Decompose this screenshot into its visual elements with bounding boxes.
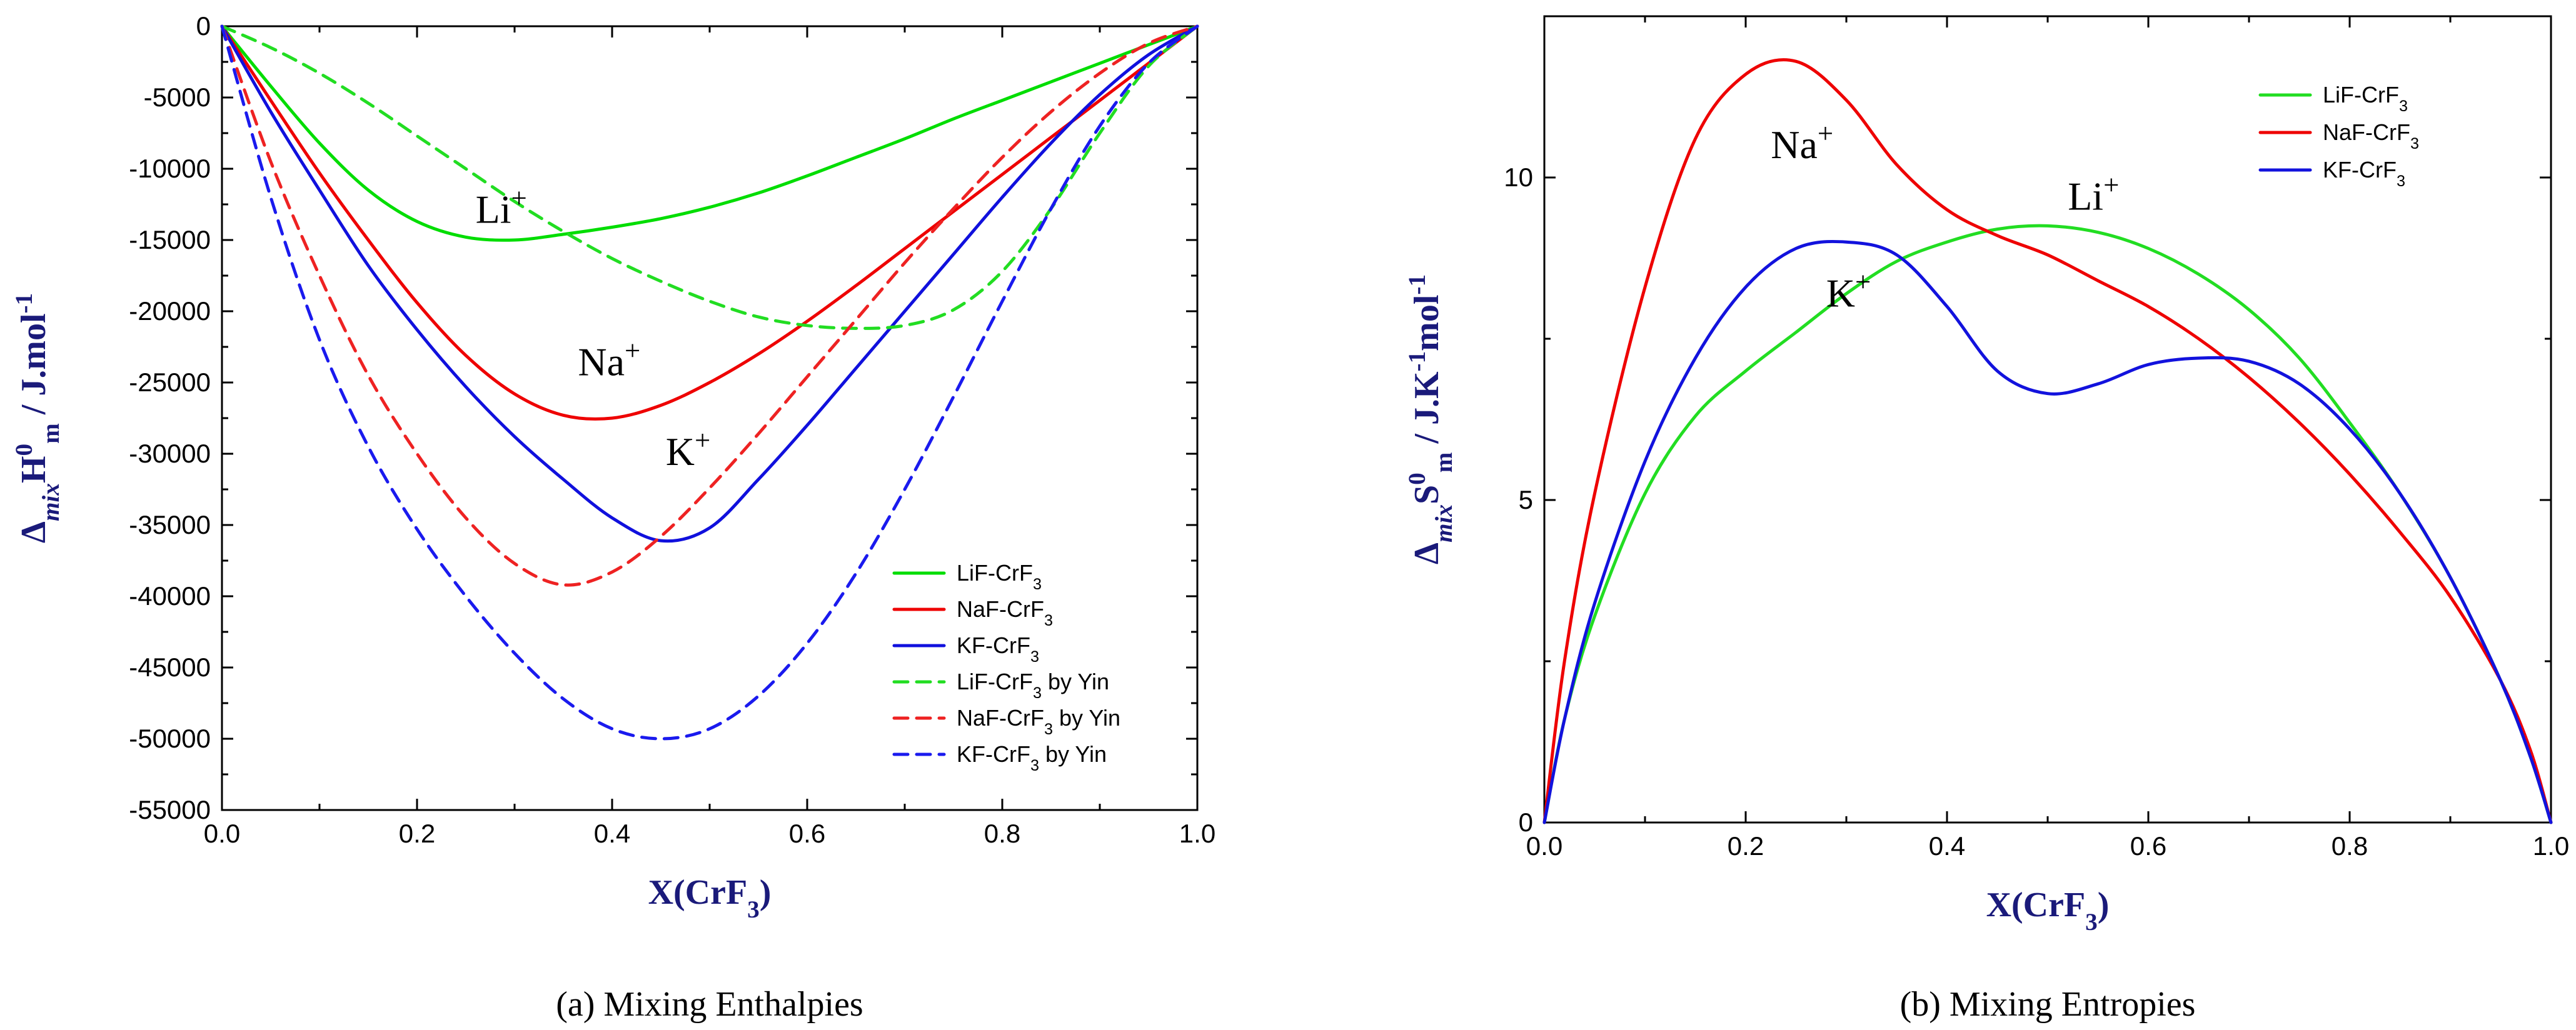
x-tick-label: 0.4 xyxy=(594,819,630,848)
y-tick-label: 10 xyxy=(1504,162,1533,192)
chart-caption: (b) Mixing Entropies xyxy=(1900,985,2196,1024)
x-tick-label: 1.0 xyxy=(2533,831,2569,861)
series-line xyxy=(220,24,1199,242)
series-line xyxy=(220,24,1199,421)
x-tick-label: 1.0 xyxy=(1179,819,1215,848)
series-line xyxy=(220,24,1199,543)
y-tick-label: -50000 xyxy=(129,724,211,753)
ion-annotation: Li+ xyxy=(476,182,527,232)
y-tick-label: -55000 xyxy=(129,795,211,824)
ion-annotation: Na+ xyxy=(1771,118,1833,167)
series-line xyxy=(220,24,1199,330)
x-tick-label: 0.8 xyxy=(2332,831,2368,861)
x-axis-title: X(CrF3) xyxy=(1986,886,2110,936)
series-line xyxy=(1542,224,2553,824)
x-tick-label: 0.0 xyxy=(204,819,240,848)
y-tick-label: -45000 xyxy=(129,652,211,682)
x-tick-label: 0.2 xyxy=(1728,831,1764,861)
y-tick-label: -35000 xyxy=(129,510,211,539)
ion-annotation: Li+ xyxy=(2068,169,2119,219)
x-tick-label: 0.6 xyxy=(2130,831,2166,861)
chart-caption: (a) Mixing Enthalpies xyxy=(556,985,863,1024)
x-tick-label: 0.8 xyxy=(984,819,1020,848)
y-axis-title: ΔmixS0m / J.K-1mol-1 xyxy=(1404,274,1457,564)
y-tick-label: -15000 xyxy=(129,225,211,254)
legend-label: KF-CrF3 by Yin xyxy=(957,741,1107,774)
series-line xyxy=(220,24,1199,741)
y-tick-label: -5000 xyxy=(144,82,211,112)
ion-annotation: K+ xyxy=(1826,266,1871,315)
legend-label: NaF-CrF3 xyxy=(957,596,1053,629)
series-line xyxy=(220,24,1199,587)
chart-enthalpy: 0.0 0.2 0.4 0.6 0.8 1.0 0 -5000 -10000 -15000 -200… xyxy=(11,11,1216,1024)
legend-label: NaF-CrF3 by Yin xyxy=(957,705,1120,738)
y-tick-label: -25000 xyxy=(129,368,211,397)
y-axis-title: ΔmixH0m / J.mol-1 xyxy=(11,293,64,543)
x-axis-title: X(CrF3) xyxy=(648,873,772,923)
legend-label: NaF-CrF3 xyxy=(2323,119,2419,152)
y-tick-label: -40000 xyxy=(129,581,211,611)
chart-entropy: 0.0 0.2 0.4 0.6 0.8 1.0 0 5 10 Na+ Li+ K+ LiF-CrF3 Na… xyxy=(1404,15,2569,1024)
legend-label: LiF-CrF3 xyxy=(2323,82,2408,115)
legend-label: KF-CrF3 xyxy=(2323,157,2405,190)
x-tick-label: 0.4 xyxy=(1929,831,1965,861)
y-tick-label: -10000 xyxy=(129,154,211,183)
x-tick-label: 0.0 xyxy=(1526,831,1562,861)
legend-label: LiF-CrF3 xyxy=(957,560,1042,593)
ion-annotation: Na+ xyxy=(578,335,640,384)
y-tick-label: 0 xyxy=(196,11,211,41)
y-tick-label: -20000 xyxy=(129,296,211,326)
y-tick-label: 0 xyxy=(1519,808,1533,837)
legend: LiF-CrF3 NaF-CrF3 KF-CrF3 xyxy=(2258,82,2419,190)
legend-label: LiF-CrF3 by Yin xyxy=(957,669,1109,702)
series-line xyxy=(1542,58,2553,824)
y-tick-label: -30000 xyxy=(129,439,211,468)
x-tick-label: 0.2 xyxy=(399,819,435,848)
series-line xyxy=(1542,239,2553,824)
ion-annotation: K+ xyxy=(666,424,710,474)
y-tick-label: 5 xyxy=(1519,485,1533,514)
x-tick-label: 0.6 xyxy=(789,819,825,848)
legend-label: KF-CrF3 xyxy=(957,632,1039,666)
